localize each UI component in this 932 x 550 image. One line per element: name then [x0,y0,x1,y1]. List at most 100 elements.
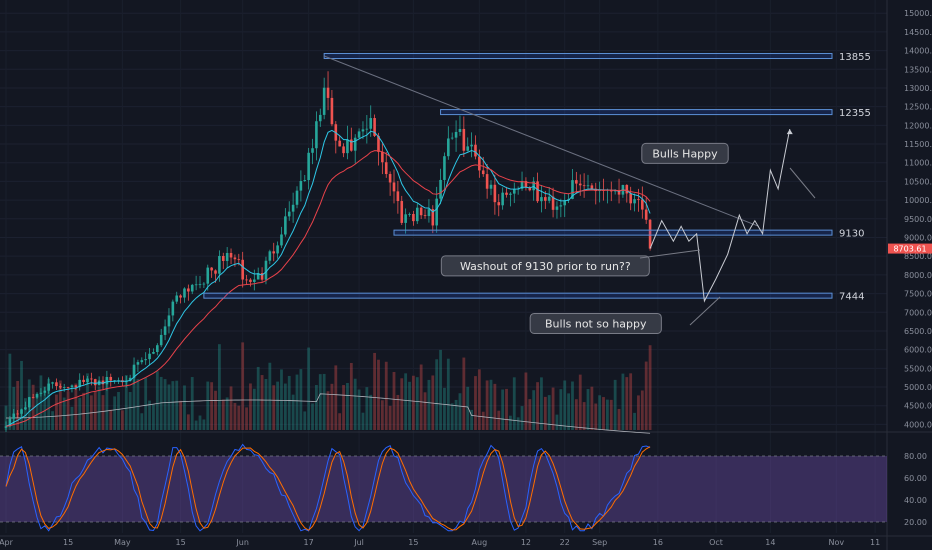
volume-bar [264,378,268,430]
volume-bar [365,387,369,430]
candle-body [641,199,644,210]
volume-bar [474,376,477,430]
candle-body [136,362,140,365]
volume-bar [283,383,287,430]
volume-bar [629,373,633,430]
candle-body [210,267,213,271]
time-tick-label: Oct [709,538,723,547]
callout-box [529,312,662,334]
level-band [440,109,833,116]
candle-body [315,121,318,149]
current-price-label: 8703.61 [893,245,926,254]
volume-bar [578,374,582,430]
volume-bar [210,382,214,430]
volume-bar [206,381,210,430]
time-tick-label: 14 [765,538,775,547]
volume-bar [124,375,128,430]
volume-bar [105,379,109,430]
volume-bar [384,361,388,430]
ema-fast-line [5,129,651,427]
volume-bar [435,359,439,430]
candle-body [78,379,82,388]
candle-body [373,118,376,136]
volume-bar [8,353,12,430]
volume-bar [640,390,644,430]
candle-body [113,380,116,382]
annotation-callout: Washout of 9130 prior to run?? [440,255,650,277]
candle-body [268,251,272,261]
candle-body [59,386,62,388]
volume-bar [489,379,493,430]
volume-bar [70,406,74,430]
price-tick-label: 10500.00 [904,177,932,186]
volume-bar [361,412,365,430]
candle-body [404,214,407,223]
volume-bar [330,383,334,430]
candle-body [466,146,470,151]
candle-body [198,284,202,285]
volume-bar [532,390,536,430]
time-tick-label: 15 [176,538,186,547]
candle-body [505,192,508,195]
volume-bar [520,406,524,430]
candle-body [70,385,74,388]
volume-bar [194,420,198,430]
candle-body [524,181,528,188]
candle-body [447,138,450,157]
volume-bar [276,381,279,430]
candle-body [140,360,144,363]
stoch-rsi-pane [0,443,887,532]
candle-body [346,139,349,154]
time-tick-label: Jul [353,538,364,547]
volume-bar [396,394,400,430]
volume-bar [450,403,454,430]
volume-bar [280,369,283,430]
volume-bar [481,411,485,430]
candle-body [586,185,590,187]
volume-bar [400,378,404,430]
candle-body [152,352,155,354]
candle-body [361,129,365,132]
callout-pointer [789,167,816,199]
volume-bar [233,402,237,430]
candle-body [194,284,198,286]
level-band [323,53,833,60]
volume-bar [590,386,594,430]
time-axis: Apr 15 May 15 Jun 17 Jul 15 Aug 12 22 Sep 16 Oct 14 Nov… [0,538,880,547]
candle-body [249,279,252,282]
candle-body [478,156,481,171]
volume-bar [260,375,264,430]
candle-body [190,284,194,292]
moving-averages [5,129,651,427]
volume-bar [648,345,652,430]
volume-bar [586,389,590,430]
volume-bar [237,405,241,430]
candle-body [559,205,563,207]
candle-body [202,283,206,285]
volume-bar [97,386,101,430]
volume-bar [439,349,442,430]
candle-body [509,193,512,195]
candle-body [148,353,151,360]
volume-bar [373,352,376,430]
volume-bar [307,347,311,430]
candle-body [648,219,652,249]
candle-body [280,234,283,246]
candle-body [412,213,415,222]
volume-bar [287,375,291,430]
price-tick-label: 5500.00 [904,364,932,373]
volume-bar [380,400,384,430]
volume-bar [303,411,307,430]
volume-bar [109,409,113,430]
candle-body [303,180,307,182]
annotations: Bulls Happy Washout of 9130 prior to run?… [440,142,816,334]
volume-bar [12,386,16,430]
candle-body [365,128,369,130]
candle-body [512,189,516,194]
volume-bar [252,388,256,430]
candle-body [547,196,551,201]
price-tick-label: 7000.00 [904,308,932,317]
candle-body [163,326,167,335]
candle-body [590,185,594,189]
volume-bar [644,361,648,430]
